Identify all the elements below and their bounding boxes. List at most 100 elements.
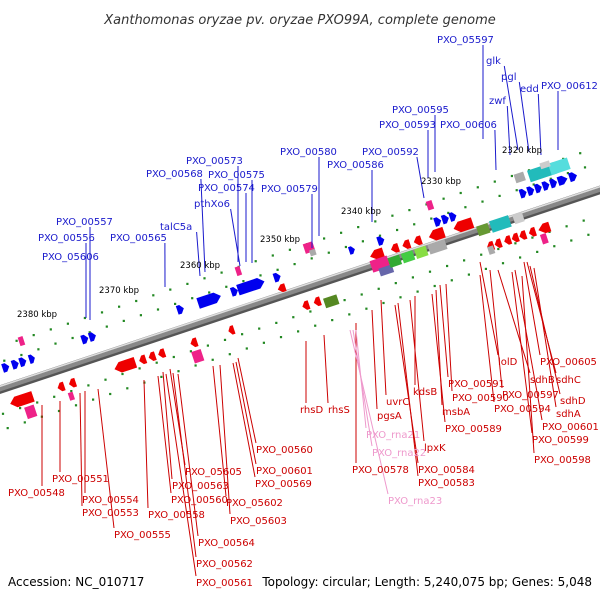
gene-label[interactable]: PXO_00597 [502, 390, 559, 401]
gene-feature[interactable] [191, 348, 205, 364]
gene-label[interactable]: PXO_00564 [198, 538, 255, 549]
gene-arrow[interactable] [68, 377, 78, 389]
gene-label[interactable]: glk [486, 56, 501, 67]
gene-feature[interactable] [425, 200, 435, 211]
gene-arrow[interactable] [567, 171, 578, 183]
gene-feature[interactable] [67, 391, 76, 401]
gene-label[interactable]: PXO_00568 [146, 169, 203, 180]
gene-arrow[interactable] [427, 226, 446, 242]
gene-arrow[interactable] [448, 211, 457, 222]
gene-label[interactable]: PXO_00601 [256, 466, 313, 477]
gene-arrow[interactable] [189, 337, 199, 348]
gene-label[interactable]: PXO_00562 [196, 559, 253, 570]
gene-feature[interactable] [309, 248, 317, 257]
gene-feature[interactable] [539, 233, 549, 245]
gene-label[interactable]: rhsD [300, 405, 323, 416]
gene-arrow[interactable] [8, 391, 35, 409]
gene-label[interactable]: PXO_rna22 [372, 448, 426, 459]
gene-label[interactable]: PXO_00560 [256, 445, 313, 456]
gene-arrow[interactable] [87, 331, 97, 342]
gene-label[interactable]: PXO_00548 [8, 488, 65, 499]
gene-arrow[interactable] [272, 272, 282, 283]
gene-arrow[interactable] [493, 238, 503, 249]
gene-label[interactable]: PXO_00563 [172, 481, 229, 492]
gene-label[interactable]: pgsA [377, 411, 402, 422]
gene-arrow[interactable] [196, 291, 222, 309]
gene-label[interactable]: PXO_05603 [230, 516, 287, 527]
gene-arrow[interactable] [369, 247, 385, 262]
gene-label[interactable]: pgl [501, 72, 516, 83]
gene-label[interactable]: lpxK [424, 443, 446, 454]
gene-arrow[interactable] [80, 334, 89, 345]
gene-label[interactable]: PXO_00556 [38, 233, 95, 244]
gene-label[interactable]: PXO_00594 [494, 404, 551, 415]
gene-feature[interactable] [513, 171, 526, 184]
gene-arrow[interactable] [518, 230, 528, 241]
gene-label[interactable]: edd [520, 84, 539, 95]
gene-label[interactable]: PXO_00579 [261, 184, 318, 195]
gene-label[interactable]: PXO_05597 [437, 35, 494, 46]
gene-feature[interactable] [487, 245, 496, 255]
gene-arrow[interactable] [401, 239, 412, 250]
gene-label[interactable]: PXO_00601 [542, 422, 599, 433]
gene-arrow[interactable] [412, 235, 423, 246]
gene-label[interactable]: PXO_00558 [148, 510, 205, 521]
gene-arrow[interactable] [548, 178, 558, 189]
gene-label[interactable]: lolD [498, 357, 518, 368]
gene-feature[interactable] [400, 250, 416, 264]
gene-label[interactable]: PXO_00557 [56, 217, 113, 228]
gene-label[interactable]: kdsB [413, 387, 437, 398]
gene-feature[interactable] [489, 215, 512, 233]
gene-label[interactable]: PXO_00565 [110, 233, 167, 244]
gene-label[interactable]: PXO_00590 [452, 393, 509, 404]
gene-label[interactable]: msbA [442, 407, 470, 418]
gene-label[interactable]: PXO_05606 [42, 252, 99, 263]
gene-feature[interactable] [378, 264, 395, 277]
gene-label[interactable]: PXO_00575 [208, 170, 265, 181]
gene-label[interactable]: PXO_00553 [82, 508, 139, 519]
gene-arrow[interactable] [556, 174, 569, 186]
gene-label[interactable]: PXO_05602 [226, 498, 283, 509]
gene-feature[interactable] [234, 265, 243, 277]
gene-label[interactable]: PXO_05605 [185, 467, 242, 478]
gene-arrow[interactable] [301, 300, 311, 311]
gene-feature[interactable] [539, 160, 551, 170]
gene-arrow[interactable] [157, 348, 167, 359]
gene-arrow[interactable] [138, 354, 148, 366]
gene-arrow[interactable] [113, 357, 138, 374]
gene-arrow[interactable] [56, 381, 66, 393]
gene-arrow[interactable] [440, 214, 450, 225]
gene-feature[interactable] [427, 239, 448, 255]
gene-arrow[interactable] [10, 359, 20, 370]
gene-arrow[interactable] [175, 304, 185, 315]
gene-feature[interactable] [547, 157, 571, 176]
gene-label[interactable]: PXO_00589 [445, 424, 502, 435]
gene-arrow[interactable] [376, 235, 385, 246]
gene-label[interactable]: PXO_00599 [532, 435, 589, 446]
gene-label[interactable]: PXO_00561 [196, 578, 253, 589]
gene-arrow[interactable] [541, 180, 550, 191]
gene-arrow[interactable] [1, 362, 10, 373]
gene-label[interactable]: PXO_00606 [440, 120, 497, 131]
gene-label[interactable]: rhsS [328, 405, 350, 416]
gene-label[interactable]: PXO_00593 [379, 120, 436, 131]
gene-feature[interactable] [512, 211, 525, 225]
gene-label[interactable]: sdhB [530, 375, 555, 386]
gene-arrow[interactable] [229, 286, 239, 297]
gene-arrow[interactable] [503, 235, 513, 246]
gene-arrow[interactable] [518, 188, 528, 199]
gene-feature[interactable] [24, 404, 38, 420]
gene-feature[interactable] [17, 336, 26, 347]
gene-feature[interactable] [414, 245, 429, 259]
gene-label[interactable]: PXO_00586 [327, 160, 384, 171]
gene-arrow[interactable] [533, 183, 543, 194]
gene-arrow[interactable] [510, 232, 520, 244]
gene-label[interactable]: pthXo6 [194, 199, 230, 210]
gene-arrow[interactable] [147, 351, 157, 362]
gene-arrow[interactable] [537, 221, 552, 235]
gene-label[interactable]: zwf [489, 96, 506, 107]
gene-label[interactable]: sdhD [560, 396, 586, 407]
gene-label[interactable]: uvrC [386, 397, 409, 408]
gene-arrow[interactable] [433, 216, 442, 227]
gene-arrow[interactable] [27, 354, 37, 364]
